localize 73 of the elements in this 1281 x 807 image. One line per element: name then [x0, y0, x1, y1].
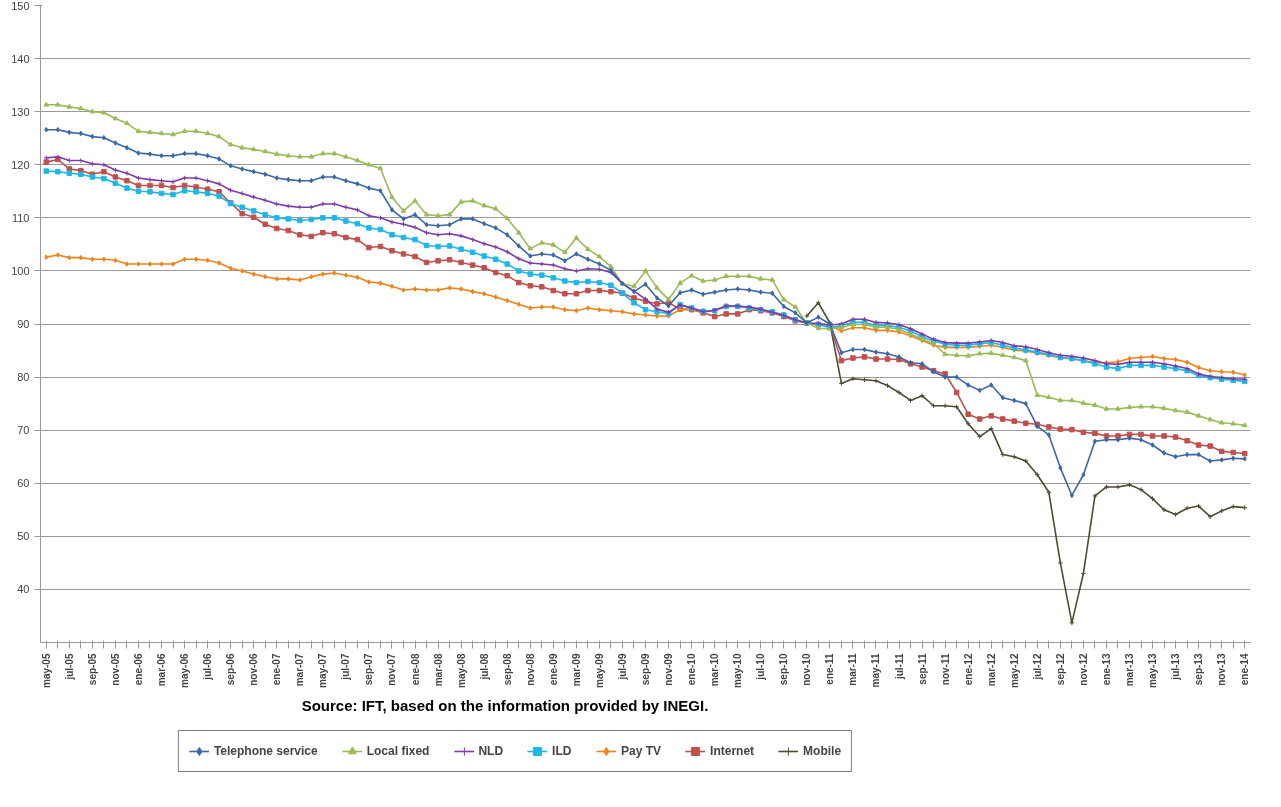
x-tick-label: mar-08 — [432, 653, 444, 687]
x-tick-label: may-07 — [317, 653, 329, 688]
legend-label: ILD — [552, 744, 573, 759]
x-tick-label: sep-10 — [778, 653, 790, 686]
x-tick-label: sep-12 — [1054, 653, 1066, 686]
x-tick-label: sep-07 — [363, 653, 375, 686]
x-tick-label: may-11 — [870, 653, 882, 688]
x-tick-label: may-05 — [40, 653, 52, 688]
y-tick-label: 150 — [11, 0, 30, 12]
legend-label: Telephone service — [213, 744, 318, 759]
x-tick-label: may-13 — [1147, 653, 1159, 688]
y-tick-label: 80 — [17, 371, 30, 384]
x-tick-label: mar-11 — [847, 653, 859, 686]
x-tick-label: ene-13 — [1100, 653, 1112, 686]
x-tick-label: ene-10 — [686, 653, 698, 686]
y-tick-label: 140 — [11, 52, 30, 65]
x-tick-label: sep-11 — [916, 653, 928, 685]
x-tick-label: jul-09 — [616, 653, 628, 681]
x-tick-label: jul-12 — [1031, 653, 1043, 681]
x-tick-label: ene-14 — [1239, 653, 1251, 686]
x-tick-label: nov-12 — [1077, 653, 1089, 686]
x-tick-label: mar-12 — [985, 653, 997, 687]
x-tick-label: ene-06 — [132, 653, 144, 686]
x-tick-label: jul-10 — [755, 653, 767, 681]
x-tick-label: sep-13 — [1193, 653, 1205, 686]
x-tick-label: jul-06 — [202, 653, 214, 681]
x-tick-label: nov-07 — [386, 653, 398, 686]
legend-label: NLD — [478, 744, 504, 759]
x-tick-label: nov-08 — [524, 653, 536, 686]
x-tick-label: ene-11 — [824, 653, 836, 685]
x-tick-label: jul-13 — [1170, 653, 1182, 681]
x-tick-label: may-08 — [455, 653, 467, 688]
x-tick-label: mar-13 — [1124, 653, 1135, 687]
y-tick-label: 120 — [11, 158, 30, 171]
x-tick-label: nov-05 — [109, 653, 121, 686]
legend-label: Pay TV — [621, 744, 662, 759]
x-tick-label: nov-11 — [939, 653, 951, 686]
source-note: Source: IFT, based on the information provided by INEGI. — [301, 696, 709, 716]
x-tick-label: mar-10 — [709, 653, 721, 687]
x-tick-label: nov-09 — [663, 653, 675, 686]
x-tick-label: sep-09 — [640, 653, 651, 686]
x-tick-label: jul-11 — [893, 653, 905, 681]
y-tick-label: 100 — [11, 264, 30, 277]
y-tick-label: 40 — [17, 583, 30, 596]
x-tick-label: ene-08 — [409, 653, 421, 686]
x-tick-label: sep-05 — [86, 653, 98, 686]
legend-label: Mobile — [803, 744, 842, 759]
x-tick-label: nov-06 — [248, 653, 260, 686]
x-tick-label: may-10 — [732, 653, 744, 688]
x-tick-label: sep-06 — [225, 653, 237, 686]
x-tick-label: mar-06 — [156, 653, 167, 687]
x-tick-label: may-09 — [593, 653, 605, 688]
x-tick-label: jul-07 — [340, 653, 352, 681]
x-tick-label: jul-08 — [478, 653, 490, 681]
x-tick-label: may-06 — [179, 653, 191, 688]
x-tick-label: may-12 — [1008, 653, 1020, 688]
x-tick-label: nov-10 — [801, 653, 813, 686]
y-tick-label: 90 — [17, 318, 30, 330]
y-tick-label: 50 — [17, 530, 30, 543]
y-tick-label: 60 — [17, 477, 30, 490]
x-tick-label: ene-12 — [962, 653, 974, 686]
x-tick-label: mar-09 — [570, 653, 582, 687]
x-tick-label: jul-05 — [63, 653, 75, 681]
legend-label: Internet — [710, 744, 755, 759]
x-tick-label: mar-07 — [294, 653, 306, 687]
y-tick-label: 130 — [11, 105, 30, 118]
legend-label: Local fixed — [366, 744, 430, 759]
y-tick-label: 110 — [11, 211, 30, 224]
x-tick-label: ene-07 — [271, 653, 283, 686]
x-tick-label: nov-13 — [1216, 653, 1228, 686]
x-tick-label: sep-08 — [501, 653, 513, 686]
x-tick-label: ene-09 — [547, 653, 559, 686]
y-tick-label: 70 — [17, 424, 30, 437]
